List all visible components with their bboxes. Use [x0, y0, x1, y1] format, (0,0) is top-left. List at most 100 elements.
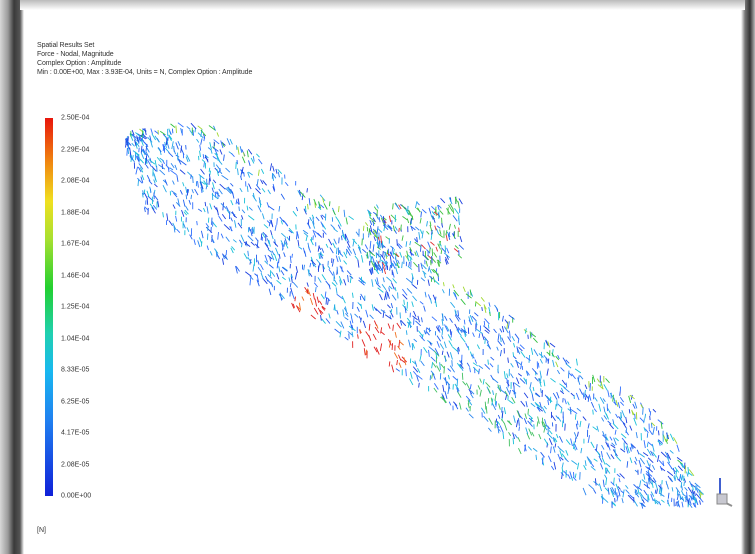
force-vector	[180, 160, 187, 166]
force-vector	[504, 319, 509, 324]
force-vector	[517, 373, 522, 377]
force-vector	[346, 241, 351, 248]
force-vector	[231, 211, 236, 218]
force-vector	[445, 257, 449, 264]
force-vector	[444, 355, 447, 363]
force-vector	[611, 486, 616, 494]
force-vector	[444, 324, 449, 332]
force-vector	[145, 151, 150, 158]
force-vector	[408, 261, 410, 267]
force-vector	[372, 333, 377, 341]
force-vector	[484, 364, 491, 370]
force-vector	[337, 224, 341, 230]
force-vector	[486, 341, 491, 350]
force-vector	[576, 407, 582, 412]
force-vector	[483, 304, 487, 310]
force-vector	[513, 415, 516, 423]
force-vector	[531, 431, 535, 437]
force-vector	[579, 375, 584, 380]
force-vector	[576, 420, 579, 426]
force-vector	[531, 333, 537, 338]
force-vector	[584, 460, 587, 467]
force-vector	[557, 416, 562, 422]
force-vector	[618, 478, 621, 483]
force-vector	[434, 225, 437, 231]
force-vector	[642, 407, 644, 415]
force-vector	[435, 326, 440, 332]
force-vector	[509, 389, 511, 395]
force-vector	[412, 343, 415, 349]
force-vector	[248, 160, 251, 166]
force-vector	[231, 246, 236, 251]
force-vector	[238, 206, 240, 211]
force-vector	[593, 458, 598, 462]
force-vector	[469, 289, 472, 296]
force-vector	[369, 240, 372, 249]
force-vector	[213, 205, 217, 210]
force-vector	[297, 190, 302, 198]
force-vector	[254, 243, 260, 249]
force-vector	[669, 477, 674, 483]
force-vector	[441, 247, 447, 253]
force-vector	[301, 296, 305, 301]
force-vector	[237, 146, 240, 155]
force-vector	[629, 425, 633, 431]
force-vector	[275, 168, 278, 174]
force-vector	[482, 378, 485, 385]
force-vector	[568, 372, 573, 377]
force-vector	[519, 378, 526, 384]
force-vector	[690, 483, 696, 488]
force-vector	[435, 300, 438, 307]
force-vector	[634, 401, 638, 409]
force-vector	[564, 457, 569, 463]
force-vector	[316, 296, 320, 303]
force-vector	[524, 413, 527, 419]
force-vector	[173, 225, 176, 233]
force-vector	[384, 314, 392, 320]
force-vector	[241, 242, 243, 248]
force-vector	[614, 488, 617, 496]
force-vector	[480, 407, 486, 414]
force-vector	[307, 288, 311, 297]
force-vector	[415, 250, 419, 258]
force-vector	[246, 185, 249, 193]
force-vector	[246, 205, 249, 211]
force-vector	[336, 309, 339, 315]
force-vector	[203, 180, 209, 188]
force-vector	[523, 392, 529, 399]
force-vector	[374, 234, 378, 239]
force-vector	[441, 223, 444, 228]
force-vector	[372, 228, 378, 236]
force-vector	[212, 179, 217, 184]
force-vector	[514, 434, 518, 439]
force-vector	[129, 133, 134, 141]
force-vector	[590, 462, 595, 468]
force-vector	[220, 140, 224, 149]
force-vector	[423, 305, 426, 312]
force-vector	[629, 494, 634, 499]
force-vector	[140, 139, 144, 146]
force-vector	[150, 140, 153, 148]
force-vector	[442, 282, 445, 287]
force-vector	[257, 169, 260, 176]
force-vector	[688, 495, 695, 501]
force-vector	[221, 174, 229, 181]
force-vector	[503, 371, 506, 379]
force-vector	[392, 225, 395, 232]
force-vector	[139, 167, 144, 173]
force-vector	[291, 302, 295, 309]
force-vector	[145, 143, 148, 152]
force-vector	[433, 252, 438, 258]
force-vector	[276, 279, 282, 285]
force-vector	[456, 362, 462, 369]
force-vector	[475, 321, 478, 326]
force-vector	[411, 301, 414, 307]
force-vector	[211, 146, 219, 152]
force-vector	[687, 486, 693, 494]
force-vector	[271, 250, 275, 256]
force-vector	[417, 368, 421, 373]
force-vector	[455, 313, 461, 320]
force-vector	[403, 357, 407, 366]
force-vector	[340, 321, 345, 329]
force-vector	[454, 208, 460, 215]
